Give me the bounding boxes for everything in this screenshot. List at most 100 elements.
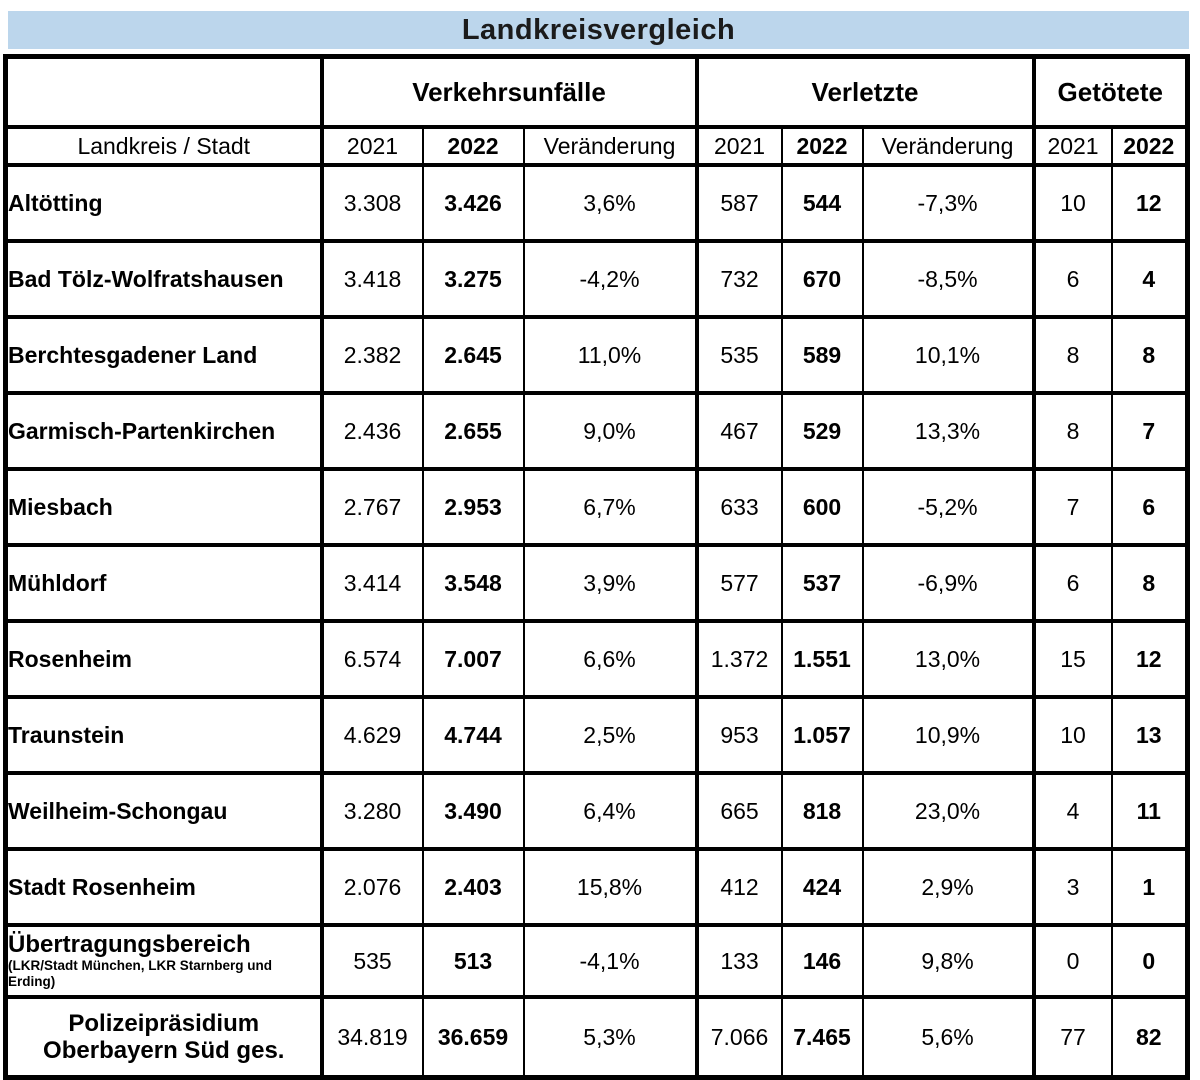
- vu-2021-value: 3.308: [319, 163, 424, 243]
- vl-2021-value: 577: [694, 543, 783, 623]
- vu-2021-value: 4.629: [319, 695, 424, 775]
- table-row-altoetting: Altötting 3.308 3.426 3,6% 587 544 -7,3%…: [4, 163, 1189, 243]
- gt-2021-total: 77: [1031, 995, 1113, 1080]
- vu-change-value: 6,4%: [522, 771, 698, 851]
- row-label: Rosenheim: [4, 619, 323, 699]
- vl-2022-value: 146: [780, 923, 864, 999]
- gt-2021-value: 6: [1031, 543, 1113, 623]
- vl-2022-value: 424: [780, 847, 864, 927]
- vl-change-total: 5,6%: [861, 995, 1035, 1080]
- table-row-total: Polizeipräsidium Oberbayern Süd ges. 34.…: [4, 995, 1189, 1080]
- gt-2021-value: 15: [1031, 619, 1113, 699]
- group-header-row: Verkehrsunfälle Verletzte Getötete: [4, 54, 1189, 129]
- vu-2022-value: 513: [421, 923, 525, 999]
- vu-2022-value: 3.275: [421, 239, 525, 319]
- vl-2022-value: 544: [780, 163, 864, 243]
- gt-2021-value: 8: [1031, 391, 1113, 471]
- vu-change-value: 2,5%: [522, 695, 698, 775]
- vu-change-value: 3,9%: [522, 543, 698, 623]
- row-label-main: Übertragungsbereich: [8, 931, 251, 958]
- row-label: Mühldorf: [4, 543, 323, 623]
- vl-2021-value: 467: [694, 391, 783, 471]
- gt-2022-value: 4: [1110, 239, 1189, 319]
- gt-2022-value: 8: [1110, 543, 1189, 623]
- gt-2021-value: 8: [1031, 315, 1113, 395]
- gt-2021-value: 3: [1031, 847, 1113, 927]
- row-label-total: Polizeipräsidium Oberbayern Süd ges.: [4, 995, 323, 1080]
- column-header-landkreis-stadt: Landkreis / Stadt: [4, 125, 323, 167]
- row-label-sub: (LKR/Stadt München, LKR Starnberg und Er…: [8, 958, 272, 989]
- vu-2022-value: 3.426: [421, 163, 525, 243]
- vl-2021-value: 732: [694, 239, 783, 319]
- group-header-verkehrsunfaelle: Verkehrsunfälle: [319, 54, 698, 129]
- vu-2021-value: 2.767: [319, 467, 424, 547]
- group-header-getoetete: Getötete: [1031, 54, 1189, 129]
- table-row-berchtesgadener-land: Berchtesgadener Land 2.382 2.645 11,0% 5…: [4, 315, 1189, 395]
- vu-change-value: 15,8%: [522, 847, 698, 927]
- vl-2022-value: 589: [780, 315, 864, 395]
- vl-change-value: -8,5%: [861, 239, 1035, 319]
- vl-change-value: -6,9%: [861, 543, 1035, 623]
- vu-change-value: 3,6%: [522, 163, 698, 243]
- vl-2021-value: 665: [694, 771, 783, 851]
- vu-2021-value: 535: [319, 923, 424, 999]
- vu-change-value: -4,1%: [522, 923, 698, 999]
- gt-2022-total: 82: [1110, 995, 1189, 1080]
- vl-2022-total: 7.465: [780, 995, 864, 1080]
- vu-2021-value: 3.280: [319, 771, 424, 851]
- table-row-bad-toelz: Bad Tölz-Wolfratshausen 3.418 3.275 -4,2…: [4, 239, 1189, 319]
- vl-2022-value: 818: [780, 771, 864, 851]
- vu-2021-value: 2.382: [319, 315, 424, 395]
- row-label: Übertragungsbereich (LKR/Stadt München, …: [4, 923, 323, 999]
- gt-2022-value: 7: [1110, 391, 1189, 471]
- vu-2021-value: 6.574: [319, 619, 424, 699]
- vl-change-value: 10,9%: [861, 695, 1035, 775]
- column-header-vl-veraenderung: Veränderung: [861, 125, 1035, 167]
- gt-2022-value: 11: [1110, 771, 1189, 851]
- table-row-weilheim-schongau: Weilheim-Schongau 3.280 3.490 6,4% 665 8…: [4, 771, 1189, 851]
- vu-2022-value: 3.490: [421, 771, 525, 851]
- column-header-vl-2021: 2021: [694, 125, 783, 167]
- row-label: Traunstein: [4, 695, 323, 775]
- vl-change-value: 2,9%: [861, 847, 1035, 927]
- table-row-traunstein: Traunstein 4.629 4.744 2,5% 953 1.057 10…: [4, 695, 1189, 775]
- column-header-vl-2022: 2022: [780, 125, 864, 167]
- vl-change-value: -7,3%: [861, 163, 1035, 243]
- landkreisvergleich-table: Verkehrsunfälle Verletzte Getötete Landk…: [3, 54, 1191, 1080]
- column-header-gt-2021: 2021: [1031, 125, 1113, 167]
- vu-change-value: 6,7%: [522, 467, 698, 547]
- vu-2021-total: 34.819: [319, 995, 424, 1080]
- gt-2022-value: 1: [1110, 847, 1189, 927]
- vu-2022-value: 2.403: [421, 847, 525, 927]
- row-label: Miesbach: [4, 467, 323, 547]
- vl-change-value: 23,0%: [861, 771, 1035, 851]
- vl-2021-value: 587: [694, 163, 783, 243]
- column-header-vu-veraenderung: Veränderung: [522, 125, 698, 167]
- vu-2022-value: 2.655: [421, 391, 525, 471]
- vu-2022-value: 2.953: [421, 467, 525, 547]
- row-label: Berchtesgadener Land: [4, 315, 323, 395]
- gt-2021-value: 7: [1031, 467, 1113, 547]
- vl-2022-value: 529: [780, 391, 864, 471]
- gt-2022-value: 13: [1110, 695, 1189, 775]
- vu-2021-value: 3.418: [319, 239, 424, 319]
- row-label: Garmisch-Partenkirchen: [4, 391, 323, 471]
- vl-2022-value: 1.057: [780, 695, 864, 775]
- row-label: Stadt Rosenheim: [4, 847, 323, 927]
- row-label: Altötting: [4, 163, 323, 243]
- row-label: Bad Tölz-Wolfratshausen: [4, 239, 323, 319]
- gt-2022-value: 12: [1110, 163, 1189, 243]
- vl-2022-value: 537: [780, 543, 864, 623]
- vu-change-value: 9,0%: [522, 391, 698, 471]
- vl-change-value: 13,3%: [861, 391, 1035, 471]
- vu-2022-value: 7.007: [421, 619, 525, 699]
- vu-change-value: 11,0%: [522, 315, 698, 395]
- vu-2022-value: 3.548: [421, 543, 525, 623]
- vl-2022-value: 670: [780, 239, 864, 319]
- vl-change-value: 10,1%: [861, 315, 1035, 395]
- gt-2021-value: 6: [1031, 239, 1113, 319]
- vl-2021-total: 7.066: [694, 995, 783, 1080]
- table-row-stadt-rosenheim: Stadt Rosenheim 2.076 2.403 15,8% 412 42…: [4, 847, 1189, 927]
- vl-2021-value: 133: [694, 923, 783, 999]
